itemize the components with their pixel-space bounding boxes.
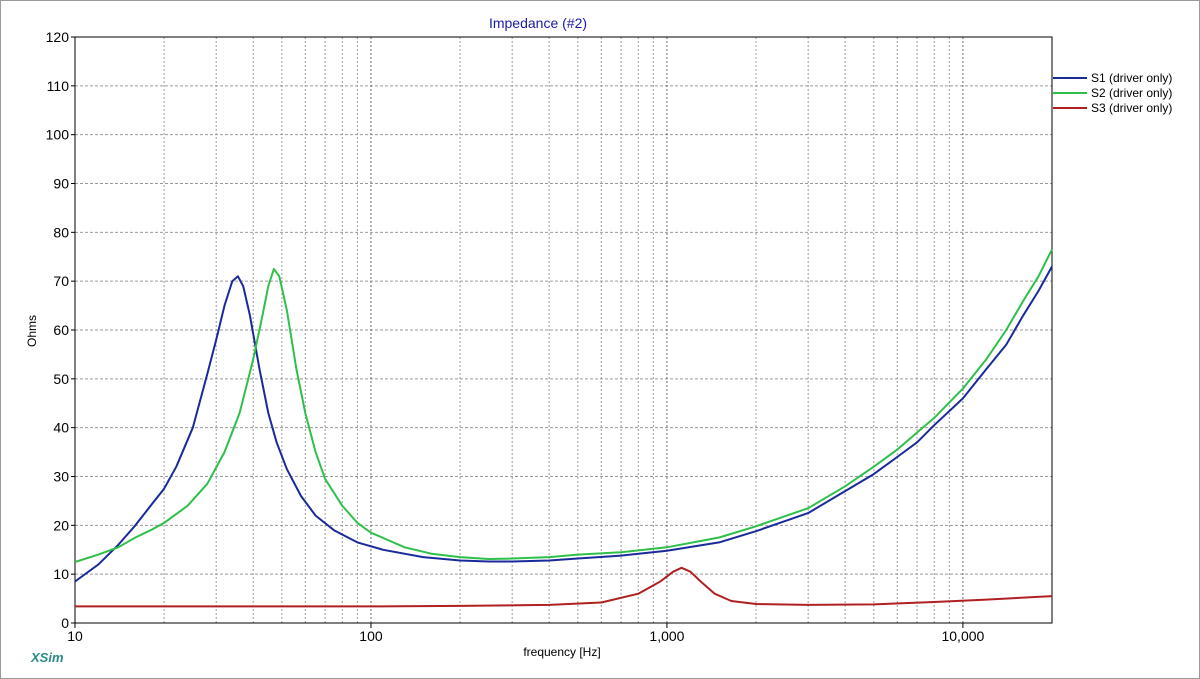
x-tick-label: 10,000: [941, 628, 984, 644]
x-tick-label: 10: [67, 628, 83, 644]
y-tick-labels: 0 10 20 30 40 50 60 70 80 90 100 110 120: [46, 29, 75, 631]
y-tick-label: 60: [53, 322, 69, 338]
legend: S1 (driver only)S2 (driver only)S3 (driv…: [1053, 71, 1172, 115]
legend-label-s1: S1 (driver only): [1091, 71, 1172, 85]
y-tick-label: 100: [46, 127, 70, 143]
series-line-s3: [75, 566, 1053, 608]
y-tick-label: 10: [53, 566, 69, 582]
y-tick-label: 20: [53, 517, 69, 533]
legend-label-s2: S2 (driver only): [1091, 86, 1172, 100]
y-tick-label: 70: [53, 273, 69, 289]
chart-title: Impedance (#2): [489, 15, 587, 31]
y-tick-label: 90: [53, 176, 69, 192]
y-tick-label: 40: [53, 420, 69, 436]
series-line-s1: [74, 266, 1053, 583]
y-tick-label: 30: [53, 469, 69, 485]
y-axis-label: Ohms: [25, 315, 39, 347]
x-tick-label: 100: [359, 628, 383, 644]
plot-border: [74, 36, 1053, 624]
legend-label-s3: S3 (driver only): [1091, 101, 1172, 115]
series-line-s2: [74, 248, 1053, 563]
y-tick-label: 110: [47, 78, 70, 94]
grid: [75, 36, 1052, 624]
xsim-logo: XSim: [31, 650, 64, 665]
y-tick-label: 80: [53, 224, 69, 240]
y-tick-label: 120: [46, 29, 70, 45]
x-tick-labels: 10 100 1,000 10,000: [67, 623, 985, 644]
y-tick-label: 0: [61, 615, 69, 631]
x-axis-label: frequency [Hz]: [523, 645, 600, 659]
x-tick-label: 1,000: [649, 628, 684, 644]
series-lines: [74, 248, 1053, 608]
y-tick-label: 50: [53, 371, 69, 387]
